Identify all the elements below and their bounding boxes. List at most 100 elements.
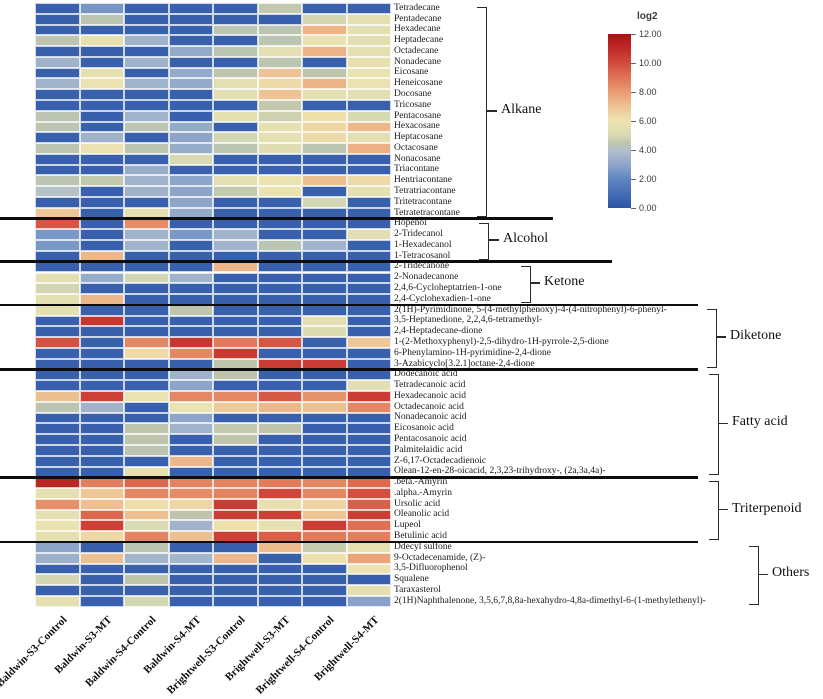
heatmap-cell <box>124 412 169 424</box>
heatmap-cell <box>35 13 80 25</box>
heatmap-cell <box>257 240 302 251</box>
heatmap-cell <box>79 272 124 284</box>
heatmap-cell <box>302 337 347 348</box>
group-label: Ketone <box>544 274 585 290</box>
heatmap-cell <box>35 240 80 251</box>
heatmap-cell <box>124 78 169 90</box>
heatmap-cell <box>168 164 213 176</box>
heatmap-cell <box>346 380 391 392</box>
heatmap-cell <box>213 595 258 607</box>
heatmap-cell <box>213 542 258 553</box>
heatmap-cell <box>302 455 347 467</box>
heatmap-cell <box>346 488 391 499</box>
heatmap-cell <box>346 401 391 413</box>
row-label: Ursolic acid <box>394 498 441 509</box>
heatmap-cell <box>346 337 391 348</box>
heatmap-cell <box>213 46 258 57</box>
heatmap-cell <box>302 391 347 402</box>
heatmap-cell <box>168 498 213 510</box>
legend-tick-label: 6.00 <box>639 116 657 126</box>
heatmap-cell <box>346 520 391 532</box>
heatmap-cell <box>346 563 391 575</box>
heatmap-cell <box>346 304 391 316</box>
heatmap-cell <box>257 283 302 295</box>
heatmap-cell <box>213 229 258 241</box>
heatmap-cell <box>79 315 124 327</box>
heatmap-cell <box>35 380 80 392</box>
heatmap-cell <box>302 563 347 575</box>
row-label: Hexadecane <box>394 24 441 35</box>
heatmap-cell <box>257 46 302 57</box>
heatmap-cell <box>35 477 80 489</box>
group-separator-line <box>0 303 698 307</box>
heatmap-cell <box>257 498 302 510</box>
heatmap-cell <box>124 240 169 251</box>
row-label: Tetradecane <box>394 2 440 13</box>
row-label: Olean-12-en-28-oicacid, 2,3,23-trihydrox… <box>394 466 606 477</box>
row-label: Pentacosanoic acid <box>394 433 467 444</box>
heatmap-cell <box>79 35 124 47</box>
heatmap-cell <box>302 401 347 413</box>
heatmap-cell <box>213 585 258 596</box>
heatmap-cell <box>346 240 391 251</box>
heatmap-cell <box>302 595 347 607</box>
heatmap-cell <box>302 477 347 489</box>
legend-tick-mark <box>631 63 636 64</box>
heatmap-cell <box>346 509 391 521</box>
heatmap-cell <box>79 552 124 564</box>
heatmap-cell <box>302 423 347 435</box>
heatmap-cell <box>302 520 347 532</box>
heatmap-cell <box>302 347 347 359</box>
heatmap-cell <box>257 24 302 36</box>
heatmap-cell <box>35 585 80 596</box>
heatmap-cell <box>213 100 258 111</box>
heatmap-cell <box>168 455 213 467</box>
row-label: Tetratetracontane <box>394 207 460 218</box>
heatmap-cell <box>346 423 391 435</box>
heatmap-cell <box>168 444 213 456</box>
heatmap-cell <box>35 78 80 90</box>
heatmap-cell <box>124 380 169 392</box>
heatmap-cell <box>79 175 124 187</box>
heatmap-cell <box>257 89 302 100</box>
heatmap-cell <box>213 143 258 154</box>
heatmap-cell <box>124 542 169 553</box>
heatmap-cell <box>79 542 124 553</box>
heatmap-cell <box>257 595 302 607</box>
heatmap-cell <box>302 56 347 68</box>
heatmap-cell <box>168 89 213 100</box>
heatmap-cell <box>168 423 213 435</box>
heatmap-cell <box>168 574 213 586</box>
heatmap-cell <box>257 326 302 338</box>
legend-tick-label: 12.00 <box>639 29 662 39</box>
heatmap-cell <box>346 89 391 100</box>
heatmap-cell <box>35 563 80 575</box>
heatmap-cell <box>35 315 80 327</box>
heatmap-cell <box>346 412 391 424</box>
heatmap-cell <box>257 35 302 47</box>
heatmap-cell <box>124 498 169 510</box>
heatmap-cell <box>346 552 391 564</box>
heatmap-cell <box>35 552 80 564</box>
heatmap-cell <box>124 369 169 381</box>
heatmap-cell <box>168 143 213 154</box>
heatmap-cell <box>79 574 124 586</box>
heatmap-cell <box>257 380 302 392</box>
heatmap-cell <box>168 488 213 499</box>
heatmap-cell <box>79 477 124 489</box>
heatmap-cell <box>213 197 258 208</box>
heatmap-cell <box>79 46 124 57</box>
heatmap-cell <box>168 153 213 165</box>
heatmap-cell <box>213 520 258 532</box>
heatmap-cell <box>346 229 391 241</box>
heatmap-cell <box>257 455 302 467</box>
heatmap-cell <box>168 595 213 607</box>
row-label: 2,4-Heptadecane-dione <box>394 326 483 337</box>
heatmap-cell <box>302 240 347 251</box>
heatmap-cell <box>257 477 302 489</box>
heatmap-cell <box>168 240 213 251</box>
legend-tick-label: 10.00 <box>639 58 662 68</box>
row-label: Eicosane <box>394 67 429 78</box>
heatmap-cell <box>302 89 347 100</box>
row-label: Hexadecanoic acid <box>394 390 466 401</box>
